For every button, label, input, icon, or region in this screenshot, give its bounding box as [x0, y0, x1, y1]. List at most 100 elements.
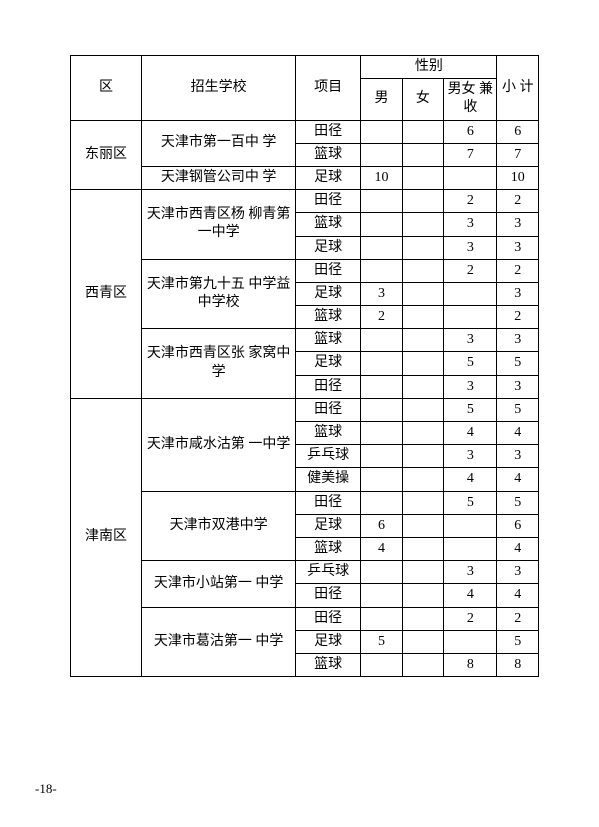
cell-total: 3	[497, 329, 539, 352]
cell-male	[361, 329, 402, 352]
cell-item: 乒乓球	[296, 445, 361, 468]
header-total: 小 计	[497, 56, 539, 121]
cell-total: 3	[497, 561, 539, 584]
cell-female	[402, 352, 443, 375]
header-school: 招生学校	[142, 56, 296, 121]
header-item: 项目	[296, 56, 361, 121]
cell-male	[361, 213, 402, 236]
cell-female	[402, 166, 443, 189]
cell-item: 篮球	[296, 213, 361, 236]
cell-total: 5	[497, 398, 539, 421]
cell-school: 天津市西青区张 家窝中学	[142, 329, 296, 399]
cell-male	[361, 561, 402, 584]
cell-female	[402, 653, 443, 676]
cell-both	[444, 166, 497, 189]
cell-both: 6	[444, 120, 497, 143]
cell-school: 天津市葛沽第一 中学	[142, 607, 296, 677]
cell-item: 田径	[296, 120, 361, 143]
cell-item: 足球	[296, 236, 361, 259]
cell-both: 7	[444, 143, 497, 166]
cell-male	[361, 259, 402, 282]
cell-female	[402, 584, 443, 607]
table-row: 东丽区天津市第一百中 学田径66	[71, 120, 539, 143]
cell-both: 3	[444, 329, 497, 352]
table-row: 天津市小站第一 中学乒乓球33	[71, 561, 539, 584]
cell-female	[402, 143, 443, 166]
cell-total: 8	[497, 653, 539, 676]
cell-item: 篮球	[296, 143, 361, 166]
cell-total: 6	[497, 120, 539, 143]
cell-total: 10	[497, 166, 539, 189]
cell-male	[361, 653, 402, 676]
cell-total: 2	[497, 306, 539, 329]
header-female: 女	[402, 79, 443, 120]
cell-school: 天津钢管公司中 学	[142, 166, 296, 189]
cell-total: 3	[497, 213, 539, 236]
table-row: 天津市西青区张 家窝中学篮球33	[71, 329, 539, 352]
cell-item: 田径	[296, 259, 361, 282]
cell-male	[361, 491, 402, 514]
cell-total: 3	[497, 236, 539, 259]
cell-both: 4	[444, 584, 497, 607]
cell-both: 4	[444, 422, 497, 445]
cell-both: 3	[444, 213, 497, 236]
cell-total: 2	[497, 190, 539, 213]
header-male: 男	[361, 79, 402, 120]
cell-both	[444, 630, 497, 653]
cell-district: 西青区	[71, 190, 142, 399]
cell-total: 3	[497, 282, 539, 305]
cell-male: 4	[361, 537, 402, 560]
cell-female	[402, 398, 443, 421]
cell-total: 4	[497, 537, 539, 560]
cell-total: 4	[497, 422, 539, 445]
cell-item: 田径	[296, 584, 361, 607]
cell-male	[361, 607, 402, 630]
cell-female	[402, 561, 443, 584]
cell-item: 田径	[296, 375, 361, 398]
cell-both	[444, 282, 497, 305]
table-row: 天津市葛沽第一 中学田径22	[71, 607, 539, 630]
cell-female	[402, 213, 443, 236]
cell-item: 田径	[296, 398, 361, 421]
cell-total: 3	[497, 445, 539, 468]
cell-both: 5	[444, 491, 497, 514]
cell-school: 天津市双港中学	[142, 491, 296, 561]
cell-female	[402, 537, 443, 560]
cell-female	[402, 422, 443, 445]
cell-female	[402, 514, 443, 537]
cell-both: 2	[444, 190, 497, 213]
cell-male	[361, 120, 402, 143]
cell-female	[402, 375, 443, 398]
header-district: 区	[71, 56, 142, 121]
table-row: 津南区天津市咸水沽第 一中学田径55	[71, 398, 539, 421]
cell-female	[402, 468, 443, 491]
admissions-table: 区 招生学校 项目 性别 小 计 男 女 男女 兼收 东丽区天津市第一百中 学田…	[70, 55, 539, 677]
cell-both: 5	[444, 352, 497, 375]
cell-item: 足球	[296, 630, 361, 653]
header-both: 男女 兼收	[444, 79, 497, 120]
cell-male	[361, 190, 402, 213]
cell-school: 天津市第一百中 学	[142, 120, 296, 166]
cell-male: 3	[361, 282, 402, 305]
table-row: 西青区天津市西青区杨 柳青第一中学田径22	[71, 190, 539, 213]
cell-male: 6	[361, 514, 402, 537]
cell-school: 天津市西青区杨 柳青第一中学	[142, 190, 296, 260]
cell-both: 2	[444, 607, 497, 630]
cell-female	[402, 329, 443, 352]
cell-both: 3	[444, 445, 497, 468]
cell-female	[402, 607, 443, 630]
cell-district: 津南区	[71, 398, 142, 676]
cell-item: 篮球	[296, 653, 361, 676]
cell-male	[361, 445, 402, 468]
cell-male	[361, 398, 402, 421]
cell-male	[361, 584, 402, 607]
cell-item: 篮球	[296, 306, 361, 329]
cell-total: 2	[497, 607, 539, 630]
cell-both	[444, 537, 497, 560]
cell-female	[402, 120, 443, 143]
cell-total: 3	[497, 375, 539, 398]
cell-item: 篮球	[296, 329, 361, 352]
cell-male	[361, 352, 402, 375]
cell-female	[402, 491, 443, 514]
cell-school: 天津市第九十五 中学益中学校	[142, 259, 296, 329]
